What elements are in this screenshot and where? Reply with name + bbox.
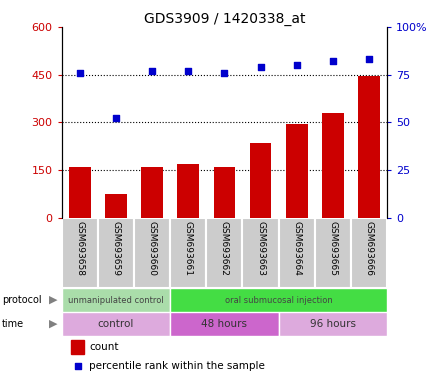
Text: GSM693660: GSM693660: [147, 221, 157, 276]
Text: oral submucosal injection: oral submucosal injection: [225, 296, 333, 305]
Bar: [62, 288, 170, 312]
Text: control: control: [98, 319, 134, 329]
Text: GSM693666: GSM693666: [365, 221, 374, 276]
Bar: [322, 113, 344, 218]
Text: GSM693659: GSM693659: [111, 221, 121, 276]
Bar: [177, 164, 199, 218]
Bar: [170, 288, 387, 312]
Bar: [279, 312, 387, 336]
Point: [221, 70, 228, 76]
Text: 48 hours: 48 hours: [202, 319, 247, 329]
Bar: [170, 312, 279, 336]
Point: [257, 64, 264, 70]
Bar: [105, 194, 127, 218]
Bar: [250, 143, 271, 218]
Bar: [286, 124, 308, 218]
Text: count: count: [89, 343, 119, 353]
Text: GSM693658: GSM693658: [75, 221, 84, 276]
Bar: [351, 218, 387, 288]
Text: GSM693663: GSM693663: [256, 221, 265, 276]
Text: time: time: [2, 319, 24, 329]
Text: GSM693664: GSM693664: [292, 221, 301, 276]
Point: [76, 70, 83, 76]
Text: ▶: ▶: [49, 295, 57, 305]
Bar: [69, 167, 91, 218]
Bar: [134, 218, 170, 288]
Bar: [279, 218, 315, 288]
Text: ▶: ▶: [49, 319, 57, 329]
Text: GSM693662: GSM693662: [220, 221, 229, 276]
Text: GSM693661: GSM693661: [184, 221, 193, 276]
Bar: [170, 218, 206, 288]
Title: GDS3909 / 1420338_at: GDS3909 / 1420338_at: [143, 12, 305, 26]
Text: GSM693665: GSM693665: [328, 221, 337, 276]
Point: [112, 115, 119, 121]
Bar: [62, 218, 98, 288]
Point: [366, 56, 373, 62]
Point: [330, 58, 337, 64]
Point: [293, 62, 300, 68]
Bar: [213, 167, 235, 218]
Text: 96 hours: 96 hours: [310, 319, 356, 329]
Text: percentile rank within the sample: percentile rank within the sample: [89, 361, 265, 371]
Bar: [71, 340, 84, 354]
Bar: [358, 76, 380, 218]
Text: protocol: protocol: [2, 295, 42, 305]
Point: [149, 68, 156, 74]
Text: unmanipulated control: unmanipulated control: [68, 296, 164, 305]
Bar: [315, 218, 351, 288]
Bar: [98, 218, 134, 288]
Bar: [141, 167, 163, 218]
Point: [185, 68, 192, 74]
Bar: [62, 312, 170, 336]
Point: [74, 363, 81, 369]
Bar: [242, 218, 279, 288]
Bar: [206, 218, 242, 288]
